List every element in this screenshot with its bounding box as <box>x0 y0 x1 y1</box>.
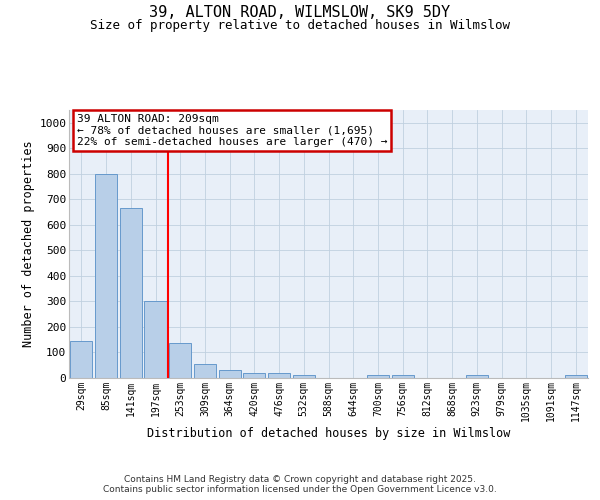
Bar <box>367 375 389 378</box>
Bar <box>70 340 92 378</box>
Bar <box>243 373 265 378</box>
Bar <box>194 364 216 378</box>
Text: 39, ALTON ROAD, WILMSLOW, SK9 5DY: 39, ALTON ROAD, WILMSLOW, SK9 5DY <box>149 5 451 20</box>
Bar <box>268 373 290 378</box>
Bar <box>565 376 587 378</box>
Text: Contains HM Land Registry data © Crown copyright and database right 2025.: Contains HM Land Registry data © Crown c… <box>124 474 476 484</box>
Y-axis label: Number of detached properties: Number of detached properties <box>22 140 35 347</box>
Bar <box>293 374 315 378</box>
Bar <box>218 370 241 378</box>
Text: 39 ALTON ROAD: 209sqm
← 78% of detached houses are smaller (1,695)
22% of semi-d: 39 ALTON ROAD: 209sqm ← 78% of detached … <box>77 114 387 147</box>
Text: Size of property relative to detached houses in Wilmslow: Size of property relative to detached ho… <box>90 18 510 32</box>
X-axis label: Distribution of detached houses by size in Wilmslow: Distribution of detached houses by size … <box>147 427 510 440</box>
Bar <box>95 174 117 378</box>
Bar <box>119 208 142 378</box>
Bar <box>392 375 414 378</box>
Bar <box>466 376 488 378</box>
Text: Contains public sector information licensed under the Open Government Licence v3: Contains public sector information licen… <box>103 485 497 494</box>
Bar <box>169 343 191 378</box>
Bar <box>145 301 167 378</box>
